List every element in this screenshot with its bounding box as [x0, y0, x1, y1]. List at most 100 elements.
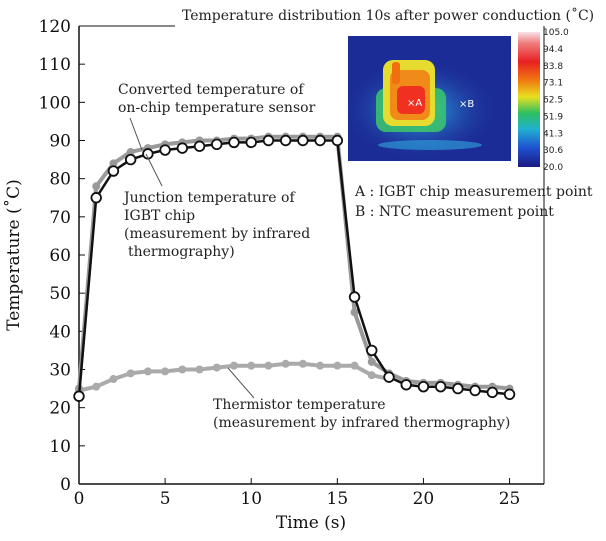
- y-tick-label: 70: [49, 208, 71, 228]
- color-scale-ticks: 105.0 94.4 83.8 73.1 62.5 51.9 41.3 30.6 20.0: [543, 28, 569, 173]
- x-tick-label: 25: [499, 489, 521, 509]
- scale-tick-label: 41.3: [543, 129, 563, 139]
- data-point: [195, 365, 204, 374]
- data-point: [124, 153, 137, 166]
- data-point: [316, 361, 325, 370]
- junction-label-line4: thermography): [128, 244, 235, 260]
- y-tick-label: 120: [39, 17, 71, 37]
- data-point: [297, 134, 309, 147]
- sensor-label-line2: on-chip temperature sensor: [118, 100, 316, 116]
- inset-title: Temperature distribution 10s after power…: [182, 7, 594, 24]
- data-point: [262, 134, 275, 147]
- y-tick-label: 90: [49, 132, 71, 152]
- data-point: [176, 142, 189, 154]
- y-tick-label: 0: [60, 475, 71, 495]
- thermistor-leader: [227, 367, 255, 399]
- data-point: [126, 147, 135, 156]
- junction-label-line3: (measurement by infrared: [124, 226, 310, 242]
- legend-b: B : NTC measurement point: [355, 204, 554, 220]
- point-a-label: ×A: [407, 98, 422, 109]
- x-tick-label: 10: [240, 489, 262, 509]
- data-point: [279, 134, 292, 147]
- data-point: [383, 371, 395, 383]
- scale-tick-label: 94.4: [543, 45, 563, 55]
- thermistor-label-line1: Thermistor temperature: [213, 397, 386, 413]
- scale-tick-label: 51.9: [543, 112, 563, 122]
- y-tick-label: 40: [49, 322, 71, 342]
- data-point: [212, 363, 221, 372]
- data-point: [211, 138, 223, 151]
- thermal-bottom-dots: [378, 140, 482, 150]
- y-tick-label: 10: [49, 437, 71, 457]
- data-point: [109, 375, 118, 384]
- data-point: [486, 386, 499, 399]
- data-point: [228, 136, 240, 149]
- y-tick-label: 60: [49, 246, 71, 266]
- data-point: [161, 367, 170, 376]
- series-layer: [73, 132, 516, 402]
- data-point: [281, 359, 290, 368]
- data-point: [109, 159, 118, 168]
- sensor-label-line1: Converted temperature of: [118, 82, 305, 98]
- y-tick-label: 50: [49, 284, 71, 304]
- thermistor-label-line2: (measurement by infrared thermography): [213, 415, 510, 431]
- y-ticks: 0 10 20 30 40 50 60 70 80 90 100 110 120: [39, 17, 85, 495]
- data-point: [245, 136, 257, 149]
- data-point: [73, 390, 85, 402]
- series-line: [77, 134, 510, 391]
- junction-leader: [145, 153, 163, 187]
- thermal-image-inset: Temperature distribution 10s after power…: [182, 7, 594, 220]
- data-point: [107, 165, 120, 177]
- data-point: [264, 361, 273, 370]
- data-point: [230, 361, 238, 370]
- y-tick-label: 20: [49, 399, 71, 419]
- data-point: [126, 369, 135, 378]
- x-tick-label: 20: [413, 489, 435, 509]
- data-point: [92, 382, 101, 391]
- x-tick-label: 5: [160, 489, 171, 509]
- data-point: [314, 134, 326, 147]
- y-tick-label: 30: [49, 361, 71, 381]
- data-point: [400, 379, 412, 391]
- annotations: Converted temperature of on-chip tempera…: [118, 82, 510, 431]
- scale-tick-label: 83.8: [543, 62, 563, 72]
- scale-tick-label: 30.6: [543, 146, 563, 156]
- legend-a: A : IGBT chip measurement point: [354, 184, 593, 200]
- x-axis-label: Time (s): [276, 513, 346, 533]
- data-point: [469, 384, 481, 397]
- data-point: [298, 359, 307, 368]
- data-point: [417, 380, 430, 393]
- y-axis-label: Temperature (˚C): [4, 179, 24, 331]
- data-point: [367, 371, 376, 380]
- thermal-hot-edge: [392, 62, 400, 84]
- scale-tick-label: 62.5: [543, 96, 563, 106]
- data-point: [247, 361, 256, 370]
- y-tick-label: 80: [49, 170, 71, 190]
- y-tick-label: 110: [39, 55, 71, 75]
- x-tick-label: 15: [327, 489, 349, 509]
- data-point: [193, 140, 206, 152]
- data-point: [348, 291, 361, 303]
- data-point: [143, 367, 152, 376]
- x-tick-label: 0: [74, 489, 85, 509]
- data-point: [92, 182, 101, 191]
- thermal-red-core: [397, 86, 425, 114]
- data-point: [90, 192, 102, 204]
- point-b-label: ×B: [459, 99, 474, 110]
- data-point: [350, 361, 359, 370]
- data-point: [178, 365, 187, 374]
- x-ticks: 0 5 10 15 20 25: [74, 478, 521, 509]
- series-line: [77, 139, 510, 397]
- data-point: [350, 308, 359, 317]
- annotation-leaders: [129, 117, 255, 399]
- scale-tick-label: 105.0: [543, 28, 569, 38]
- data-point: [434, 380, 447, 393]
- junction-label-line1: Junction temperature of: [122, 190, 296, 206]
- data-point: [366, 344, 378, 357]
- data-point: [367, 357, 376, 366]
- scale-tick-label: 20.0: [543, 163, 563, 173]
- data-point: [331, 134, 344, 147]
- color-scale-bar: [518, 32, 540, 167]
- sensor-leader: [129, 117, 143, 151]
